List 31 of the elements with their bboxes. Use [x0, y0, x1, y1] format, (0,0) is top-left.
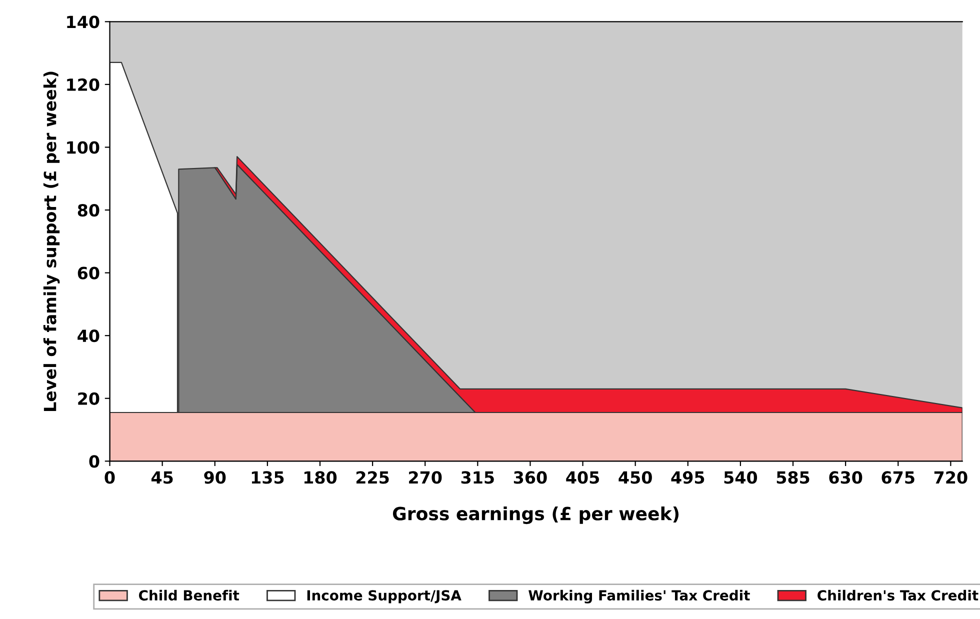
x-tick-label: 675 — [882, 471, 914, 484]
y-tick-label: 80 — [78, 204, 100, 217]
y-tick-label: 60 — [78, 266, 100, 280]
x-tick-label: 225 — [356, 471, 389, 484]
x-tick-label: 90 — [204, 471, 226, 484]
y-tick-label: 0 — [89, 455, 100, 468]
x-tick-label: 135 — [252, 471, 284, 484]
x-tick-label: 45 — [151, 471, 173, 484]
x-tick-label: 360 — [514, 471, 547, 484]
x-tick-label: 270 — [409, 471, 442, 484]
x-tick-label: 180 — [304, 471, 337, 484]
legend-label: Child Benefit — [138, 590, 240, 601]
x-tick-label: 720 — [934, 471, 968, 484]
y-tick-label: 140 — [67, 16, 100, 28]
x-tick-label: 450 — [618, 471, 652, 484]
legend-label: Children's Tax Credit — [818, 590, 978, 601]
y-axis-title: Level of family support (£ per week) — [43, 72, 60, 411]
x-axis-title: Gross earnings (£ per week) — [392, 506, 679, 524]
x-tick-label: 0 — [104, 471, 115, 484]
x-tick-label: 585 — [776, 471, 810, 484]
x-tick-label: 540 — [724, 471, 758, 484]
legend-label: Working Families' Tax Credit — [528, 590, 750, 604]
x-tick-label: 315 — [461, 471, 494, 484]
legend-label: Income Support/JSA — [307, 590, 462, 604]
y-tick-label: 100 — [67, 141, 100, 154]
y-tick-label: 40 — [78, 330, 100, 342]
y-tick-label: 20 — [78, 392, 100, 405]
y-tick-label: 120 — [67, 78, 100, 92]
x-tick-label: 495 — [671, 471, 704, 484]
x-tick-label: 630 — [829, 471, 862, 484]
x-tick-label: 405 — [566, 471, 600, 484]
